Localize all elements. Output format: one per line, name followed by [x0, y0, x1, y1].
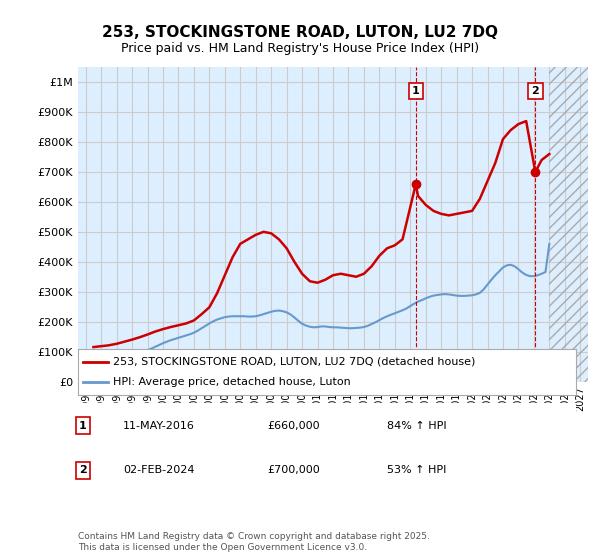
Text: 1: 1: [79, 421, 87, 431]
Text: 253, STOCKINGSTONE ROAD, LUTON, LU2 7DQ: 253, STOCKINGSTONE ROAD, LUTON, LU2 7DQ: [102, 25, 498, 40]
Text: 02-FEB-2024: 02-FEB-2024: [123, 465, 194, 475]
Text: 84% ↑ HPI: 84% ↑ HPI: [387, 421, 446, 431]
Text: 253, STOCKINGSTONE ROAD, LUTON, LU2 7DQ (detached house): 253, STOCKINGSTONE ROAD, LUTON, LU2 7DQ …: [113, 357, 475, 367]
Text: 53% ↑ HPI: 53% ↑ HPI: [387, 465, 446, 475]
Text: 11-MAY-2016: 11-MAY-2016: [123, 421, 194, 431]
Text: 2: 2: [532, 86, 539, 96]
Text: £660,000: £660,000: [267, 421, 320, 431]
Text: £700,000: £700,000: [267, 465, 320, 475]
Text: HPI: Average price, detached house, Luton: HPI: Average price, detached house, Luto…: [113, 377, 350, 387]
Text: Price paid vs. HM Land Registry's House Price Index (HPI): Price paid vs. HM Land Registry's House …: [121, 42, 479, 55]
Text: 1: 1: [412, 86, 420, 96]
Text: Contains HM Land Registry data © Crown copyright and database right 2025.
This d: Contains HM Land Registry data © Crown c…: [78, 532, 430, 552]
Bar: [550, 52, 596, 381]
Text: 2: 2: [79, 465, 87, 475]
